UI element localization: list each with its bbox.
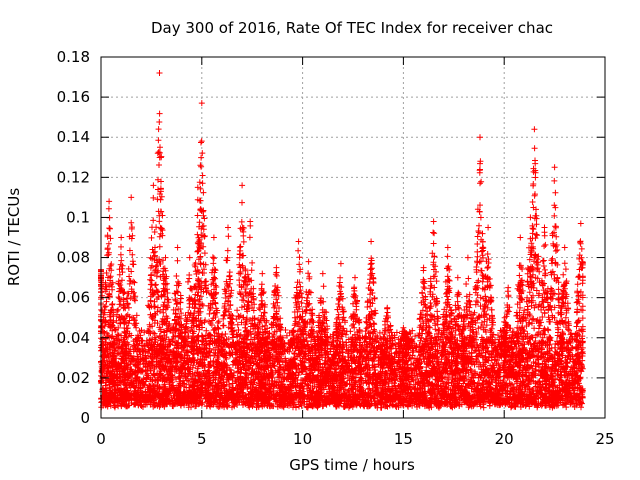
y-tick-label: 0.18 [57, 48, 90, 66]
y-axis-label: ROTI / TECUs [5, 188, 23, 286]
y-tick-label: 0.06 [57, 289, 90, 307]
x-tick-label: 25 [595, 430, 614, 448]
plot-frame [100, 56, 606, 419]
x-tick-label: 0 [96, 430, 106, 448]
roti-plus-markers [98, 70, 586, 411]
y-tick-label: 0.04 [57, 329, 90, 347]
x-tick-label: 15 [394, 430, 413, 448]
y-tick-label: 0 [80, 409, 90, 427]
x-axis-label: GPS time / hours [289, 456, 415, 474]
data-series-roti [98, 70, 586, 411]
x-tick-label: 20 [495, 430, 514, 448]
y-tick-label: 0.1 [66, 208, 90, 226]
x-tick-label: 5 [197, 430, 207, 448]
y-tick-label: 0.02 [57, 369, 90, 387]
y-tick-label: 0.12 [57, 168, 90, 186]
y-tick-label: 0.14 [57, 128, 90, 146]
x-tick-label: 10 [293, 430, 312, 448]
y-tick-label: 0.16 [57, 88, 90, 106]
chart-title: Day 300 of 2016, Rate Of TEC Index for r… [151, 19, 553, 37]
y-tick-label: 0.08 [57, 249, 90, 267]
axis-ticks: 0 0.02 0.04 0.06 0.08 0.1 0.12 0.14 0.16 0.18 0 5 10… [57, 48, 615, 448]
